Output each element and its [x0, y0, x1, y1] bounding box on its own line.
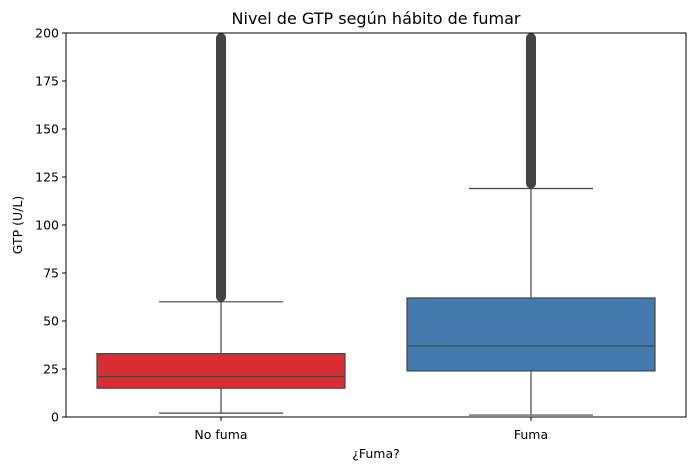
- y-tick-label-150: 150: [35, 122, 59, 137]
- outliers-no-fuma: [216, 33, 226, 302]
- y-tick-label-175: 175: [35, 74, 59, 89]
- y-tick-label-50: 50: [43, 314, 59, 329]
- y-tick-label-0: 0: [51, 410, 59, 425]
- outliers-fuma: [526, 33, 536, 189]
- box-group-fuma: [407, 33, 655, 415]
- box-fuma: [407, 298, 655, 371]
- x-axis-label: ¿Fuma?: [352, 446, 400, 461]
- y-tick-label-125: 125: [35, 170, 59, 185]
- y-tick-label-25: 25: [43, 362, 59, 377]
- x-tick-label-fuma: Fuma: [514, 427, 548, 442]
- box-group-no-fuma: [97, 33, 345, 413]
- y-tick-label-75: 75: [43, 266, 59, 281]
- y-axis-label: GTP (U/L): [10, 196, 25, 254]
- chart-title: Nivel de GTP según hábito de fumar: [232, 9, 521, 28]
- x-tick-label-no-fuma: No fuma: [194, 427, 247, 442]
- y-tick-label-200: 200: [35, 26, 59, 41]
- y-tick-label-100: 100: [35, 218, 59, 233]
- plot-area: [97, 33, 655, 415]
- box-no-fuma: [97, 354, 345, 389]
